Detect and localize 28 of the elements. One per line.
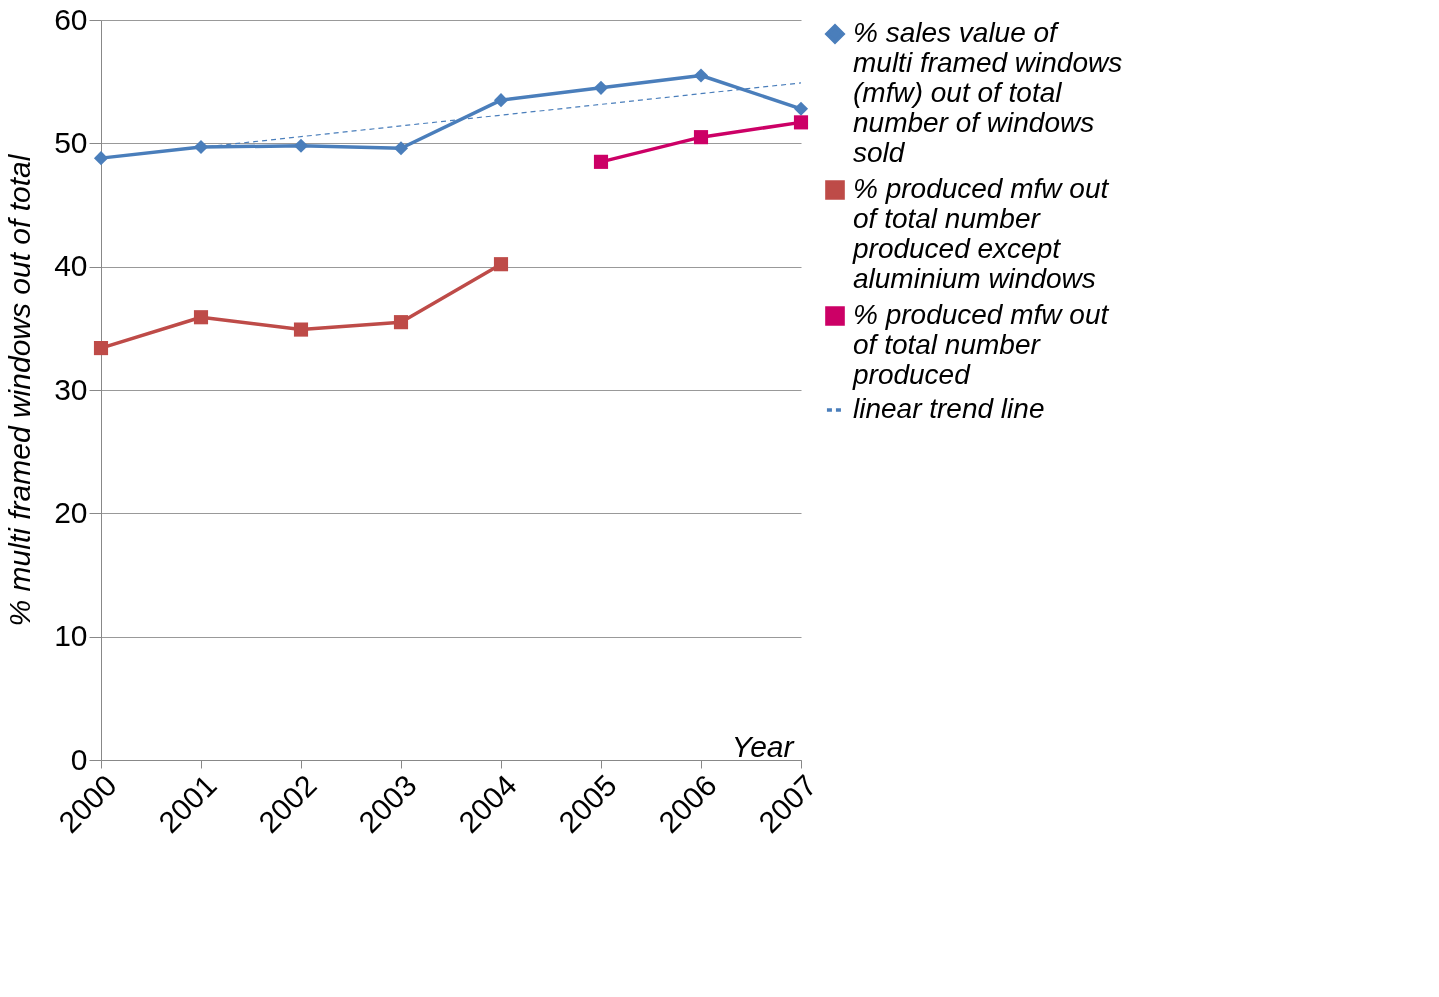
y-tick-label: 20 — [54, 495, 88, 529]
legend-label: % produced mfw out of total number produced except aluminium windows — [852, 173, 1110, 294]
y-tick-label: 30 — [54, 372, 88, 406]
point — [593, 154, 609, 169]
point — [593, 80, 609, 95]
point — [693, 130, 709, 145]
x-axis-title: Year — [731, 729, 795, 763]
legend-label: % sales value of multi framed windows (mfw) out of total number of windows sold — [853, 17, 1123, 168]
point — [193, 139, 209, 155]
y-tick-label: 50 — [54, 125, 88, 159]
point — [93, 341, 109, 356]
point — [393, 141, 409, 156]
point — [293, 138, 309, 153]
point — [493, 93, 509, 108]
point — [393, 315, 409, 330]
point — [93, 151, 109, 166]
point — [793, 115, 809, 130]
y-axis-title: % multi framed windows out of total — [3, 153, 37, 627]
y-tick-label: 40 — [54, 249, 88, 283]
legend-label: linear trend line — [853, 393, 1045, 424]
point — [693, 68, 709, 83]
y-tick-label: 10 — [54, 619, 88, 653]
point — [493, 257, 509, 272]
point — [793, 101, 809, 116]
y-tick-label: 0 — [70, 742, 88, 776]
y-tick-label: 60 — [54, 2, 88, 36]
point — [293, 322, 309, 337]
point — [193, 310, 209, 325]
